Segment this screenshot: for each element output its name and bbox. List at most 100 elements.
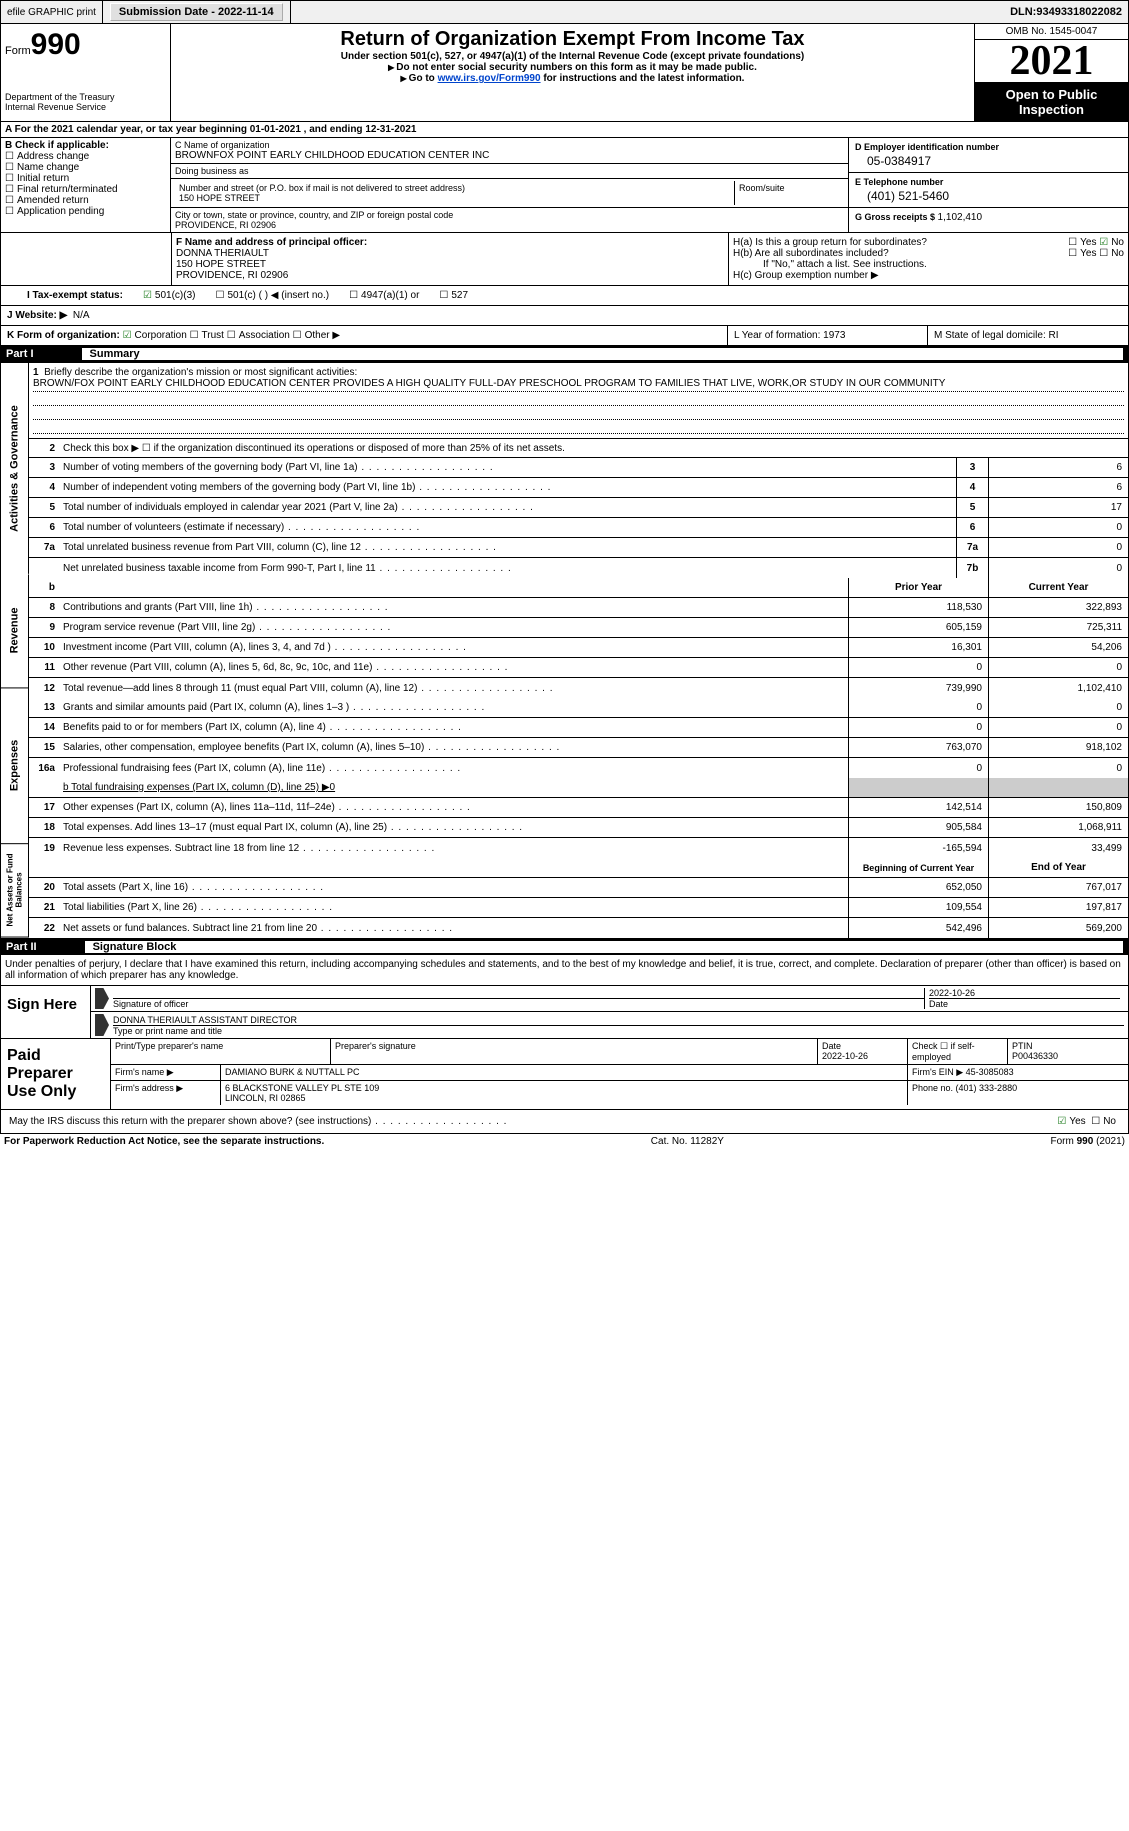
hb-yes[interactable]: Yes [1068, 248, 1096, 259]
efile-label: efile GRAPHIC print [1, 1, 103, 23]
prep-self: Check ☐ if self-employed [908, 1039, 1008, 1064]
web-val: N/A [73, 310, 90, 321]
tax-year: 2021 [975, 40, 1128, 83]
hb-no[interactable]: No [1099, 248, 1124, 259]
tax-status-row: I Tax-exempt status: 501(c)(3) 501(c) ( … [0, 286, 1129, 306]
firm-name-lbl: Firm's name ▶ [111, 1065, 221, 1080]
chk-501c[interactable]: 501(c) ( ) ◀ (insert no.) [216, 290, 330, 301]
side-ag: Activities & Governance [1, 363, 29, 574]
prep-date: Date 2022-10-26 [818, 1039, 908, 1064]
firm-name: DAMIANO BURK & NUTTALL PC [221, 1065, 908, 1080]
h-block: H(a) Is this a group return for subordin… [728, 233, 1128, 285]
officer-addr2: PROVIDENCE, RI 02906 [176, 270, 724, 281]
footer-right: Form 990 (2021) [1051, 1136, 1126, 1147]
hb-label: H(b) Are all subordinates included? [733, 248, 889, 259]
city-label: City or town, state or province, country… [175, 210, 844, 220]
firm-phone: Phone no. (401) 333-2880 [908, 1081, 1128, 1105]
form-word: Form [5, 45, 31, 57]
chk-other[interactable]: Other ▶ [293, 330, 340, 341]
print-button[interactable]: Submission Date - 2022-11-14 [110, 3, 283, 21]
k-label: K Form of organization: [7, 330, 120, 341]
block-fh: F Name and address of principal officer:… [0, 233, 1129, 286]
chk-name[interactable]: Name change [5, 162, 166, 173]
part1-title: Summary [82, 348, 1123, 360]
part1-header: Part ISummary [0, 346, 1129, 362]
state-domicile: M State of legal domicile: RI [928, 326, 1128, 345]
discuss-text: May the IRS discuss this return with the… [5, 1114, 1049, 1129]
hdr-end: End of Year [988, 858, 1128, 877]
col-d: D Employer identification number 05-0384… [848, 138, 1128, 232]
sign-date: 2022-10-26 [929, 988, 1120, 998]
line2: Check this box ▶ ☐ if the organization d… [59, 441, 1128, 456]
b-header: B Check if applicable: [5, 140, 166, 151]
ha-yes[interactable]: Yes [1068, 237, 1096, 248]
dln: DLN: 93493318022082 [1004, 1, 1128, 23]
phone-label: E Telephone number [855, 177, 1122, 187]
gross-receipts: 1,102,410 [938, 212, 983, 223]
row-a: A For the 2021 calendar year, or tax yea… [0, 122, 1129, 138]
footer-left: For Paperwork Reduction Act Notice, see … [4, 1136, 324, 1147]
web-label: J Website: ▶ [7, 310, 67, 321]
note-ssn: Do not enter social security numbers on … [175, 62, 970, 73]
side-na: Net Assets or Fund Balances [1, 844, 29, 938]
ein: 05-0384917 [855, 152, 1122, 168]
chk-assoc[interactable]: Association [227, 330, 290, 341]
firm-ein: Firm's EIN ▶ 45-3085083 [908, 1065, 1128, 1080]
hc-label: H(c) Group exemption number ▶ [733, 270, 1124, 281]
note-link: Go to www.irs.gov/Form990 for instructio… [175, 73, 970, 84]
prep-ptin: PTIN P00436330 [1008, 1039, 1128, 1064]
side-exp: Expenses [1, 688, 29, 844]
phone: (401) 521-5460 [855, 187, 1122, 203]
line16b: b Total fundraising expenses (Part IX, c… [59, 780, 848, 795]
form-subtitle: Under section 501(c), 527, or 4947(a)(1)… [175, 51, 970, 62]
chk-initial[interactable]: Initial return [5, 173, 166, 184]
chk-amended[interactable]: Amended return [5, 195, 166, 206]
org-name: BROWNFOX POINT EARLY CHILDHOOD EDUCATION… [175, 150, 844, 161]
h-note: If "No," attach a list. See instructions… [733, 259, 1124, 270]
ha-no[interactable]: No [1099, 237, 1124, 248]
dept-label: Department of the Treasury Internal Reve… [5, 92, 166, 112]
form-header: Form990 Department of the Treasury Inter… [0, 24, 1129, 122]
chk-501c3[interactable]: 501(c)(3) [143, 290, 196, 301]
name-label: C Name of organization [175, 140, 844, 150]
org-name-row: C Name of organization BROWNFOX POINT EA… [171, 138, 848, 164]
hdr-prior: Prior Year [848, 578, 988, 597]
room-label: Room/suite [734, 181, 844, 205]
discuss-yes[interactable]: Yes [1057, 1116, 1085, 1127]
sign-date-label: Date [929, 998, 1120, 1009]
part1-body: Activities & Governance Revenue Expenses… [0, 362, 1129, 939]
shade1 [848, 778, 988, 797]
signer-name: DONNA THERIAULT ASSISTANT DIRECTOR [113, 1015, 1124, 1025]
footer-mid: Cat. No. 11282Y [651, 1136, 724, 1147]
dba-row: Doing business as [171, 164, 848, 179]
irs-link[interactable]: www.irs.gov/Form990 [438, 73, 541, 84]
part2-title: Signature Block [85, 941, 1123, 953]
sig-label: Signature of officer [113, 998, 924, 1009]
block-bc: B Check if applicable: Address change Na… [0, 138, 1129, 233]
chk-corp[interactable]: Corporation [123, 330, 187, 341]
mission-text: BROWN/FOX POINT EARLY CHILDHOOD EDUCATIO… [33, 378, 1124, 392]
year-formation: L Year of formation: 1973 [728, 326, 928, 345]
firm-addr-lbl: Firm's address ▶ [111, 1081, 221, 1105]
chk-527[interactable]: 527 [439, 290, 468, 301]
penalty-text: Under penalties of perjury, I declare th… [1, 955, 1128, 986]
part2-label: Part II [6, 941, 45, 953]
street: 150 HOPE STREET [179, 193, 730, 203]
ha-label: H(a) Is this a group return for subordin… [733, 237, 927, 248]
discuss-no[interactable]: No [1091, 1116, 1116, 1127]
hdr-curr: Current Year [988, 578, 1128, 597]
sign-arrow-icon [95, 1014, 109, 1036]
mission-label: Briefly describe the organization's miss… [44, 367, 357, 378]
open-inspection: Open to Public Inspection [975, 83, 1128, 121]
gross-label: G Gross receipts $ [855, 212, 938, 222]
chk-pending[interactable]: Application pending [5, 206, 166, 217]
chk-address[interactable]: Address change [5, 151, 166, 162]
col-c: C Name of organization BROWNFOX POINT EA… [171, 138, 848, 232]
city-row: City or town, state or province, country… [171, 208, 848, 232]
sign-arrow-icon [95, 988, 109, 1009]
officer-block: F Name and address of principal officer:… [171, 233, 728, 285]
chk-final[interactable]: Final return/terminated [5, 184, 166, 195]
chk-trust[interactable]: Trust [190, 330, 224, 341]
signer-name-label: Type or print name and title [113, 1025, 1124, 1036]
chk-4947[interactable]: 4947(a)(1) or [349, 290, 419, 301]
